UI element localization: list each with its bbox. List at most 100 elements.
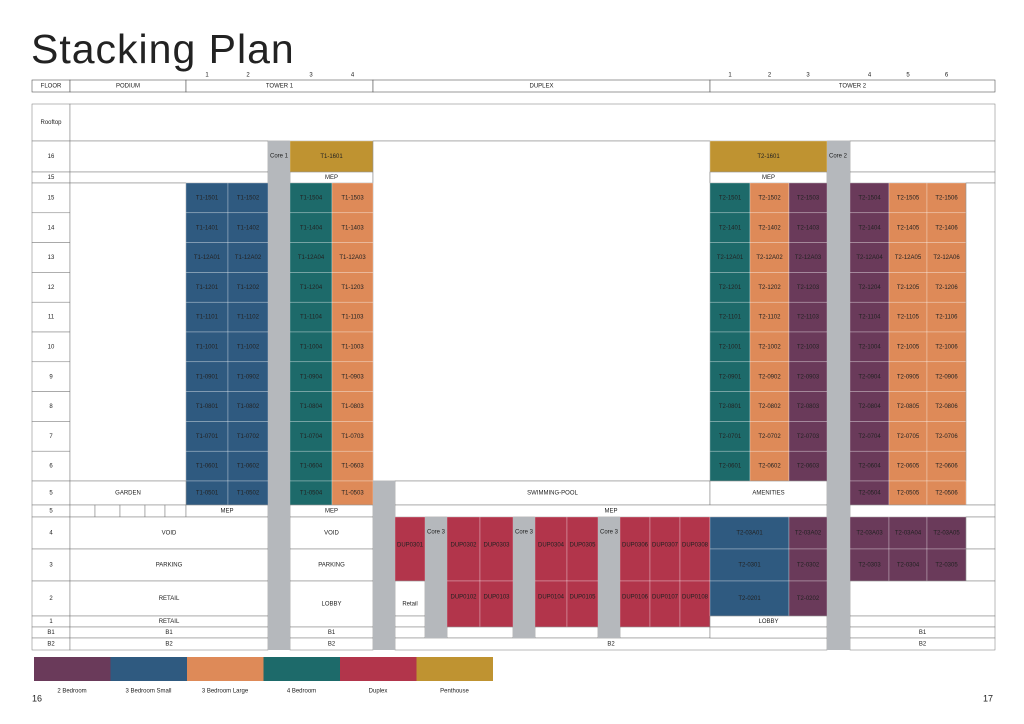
unit xyxy=(788,272,828,303)
unit xyxy=(185,331,229,363)
unit-label: T1-0901 xyxy=(196,374,219,380)
unit-label: T1-1203 xyxy=(341,285,364,291)
cell xyxy=(849,171,996,184)
unit-label: T2-1601 xyxy=(757,154,780,160)
unit-label: T2-03A01 xyxy=(736,531,763,537)
pool-label: SWIMMING-POOL xyxy=(527,491,578,497)
unit-label: T2-1406 xyxy=(935,225,958,231)
floor-cell xyxy=(31,242,71,273)
unit-label: T2-1003 xyxy=(797,344,820,350)
unit-label: T2-0904 xyxy=(858,374,881,380)
basement-label: B1 xyxy=(919,630,927,636)
unit-label: T2-0504 xyxy=(858,491,881,497)
unit-label: DUP0307 xyxy=(652,543,679,549)
unit xyxy=(331,212,374,243)
unit xyxy=(849,272,890,303)
lobby-label: LOBBY xyxy=(758,619,778,625)
floor-cell-label: 4 xyxy=(49,531,53,537)
unit-label: T2-12A06 xyxy=(933,255,960,261)
unit xyxy=(888,450,928,482)
unit-label: DUP0301 xyxy=(397,543,424,549)
unit-label: T2-0706 xyxy=(935,434,958,440)
unit-label: T2-1401 xyxy=(719,225,742,231)
unit xyxy=(331,391,374,422)
mep-label: MEP xyxy=(604,509,617,515)
cell xyxy=(164,504,187,518)
retail-label: RETAIL xyxy=(159,596,180,602)
unit-label: T2-1201 xyxy=(719,285,742,291)
unit-label: T2-1101 xyxy=(719,315,742,321)
cell xyxy=(619,626,711,639)
void xyxy=(289,516,374,550)
unit xyxy=(749,391,790,422)
unit-label: T1-0504 xyxy=(300,491,323,497)
basement-label: B2 xyxy=(919,642,927,648)
unit-label: T2-1205 xyxy=(897,285,920,291)
unit xyxy=(185,391,229,422)
header-label: FLOOR xyxy=(41,84,62,90)
legend-label: Duplex xyxy=(369,689,388,695)
unit xyxy=(331,480,374,506)
unit-label: DUP0102 xyxy=(450,595,477,601)
unit-label: T2-0304 xyxy=(897,563,920,569)
column-number: 6 xyxy=(945,73,949,79)
header-label: PODIUM xyxy=(116,84,140,90)
unit-label: T2-1402 xyxy=(758,225,781,231)
core xyxy=(513,517,535,638)
unit-label: T2-1106 xyxy=(936,315,959,321)
column-number: 4 xyxy=(351,73,355,79)
unit xyxy=(788,391,828,422)
unit-label: T2-0803 xyxy=(797,404,820,410)
unit xyxy=(566,580,599,628)
cell xyxy=(69,504,96,518)
unit-label: T1-1002 xyxy=(237,344,260,350)
unit xyxy=(619,516,651,582)
unit-label: T1-0801 xyxy=(196,404,219,410)
unit-label: DUP0306 xyxy=(622,543,649,549)
floor-cell-label: 5 xyxy=(49,491,53,497)
legend-label: 3 Bedroom Large xyxy=(202,689,249,695)
unit xyxy=(749,361,790,392)
unit xyxy=(849,480,890,506)
unit xyxy=(926,516,967,550)
unit-label: T1-1501 xyxy=(196,195,219,201)
floor-cell xyxy=(31,212,71,243)
legend-swatch xyxy=(187,657,264,681)
core xyxy=(373,481,395,650)
unit-label: T2-03A03 xyxy=(856,531,883,537)
unit-label: T1-1004 xyxy=(300,344,323,350)
unit-label: T2-12A03 xyxy=(795,255,822,261)
unit xyxy=(926,548,967,582)
unit xyxy=(888,421,928,452)
unit xyxy=(709,301,751,333)
floor-cell xyxy=(31,580,71,617)
unit-label: T1-0603 xyxy=(341,464,364,470)
unit xyxy=(227,242,269,273)
unit-label: T2-0301 xyxy=(738,563,761,569)
unit xyxy=(749,272,790,303)
unit xyxy=(749,212,790,243)
unit-label: T2-1404 xyxy=(858,225,881,231)
unit-label: T2-0901 xyxy=(719,374,742,380)
unit-label: T2-1203 xyxy=(797,285,820,291)
legend-swatch xyxy=(340,657,417,681)
unit-label: T1-1404 xyxy=(300,225,323,231)
floor-cell-label: 16 xyxy=(48,154,55,160)
unit xyxy=(888,361,928,392)
unit-label: T1-1101 xyxy=(196,315,219,321)
unit-label: T1-0703 xyxy=(341,434,364,440)
unit xyxy=(331,421,374,452)
unit-label: DUP0303 xyxy=(483,543,510,549)
unit-label: T2-1105 xyxy=(897,315,920,321)
cell xyxy=(69,171,269,184)
unit xyxy=(849,548,890,582)
floor-cell-label: 3 xyxy=(49,563,53,569)
unit-label: DUP0105 xyxy=(569,595,596,601)
unit xyxy=(709,516,790,550)
unit-label: T1-1001 xyxy=(196,344,219,350)
core-label: Core 3 xyxy=(515,530,534,536)
basement-label: B1 xyxy=(328,630,336,636)
unit-label: T2-0303 xyxy=(858,563,881,569)
unit-label: T2-0703 xyxy=(797,434,820,440)
unit xyxy=(479,580,514,628)
